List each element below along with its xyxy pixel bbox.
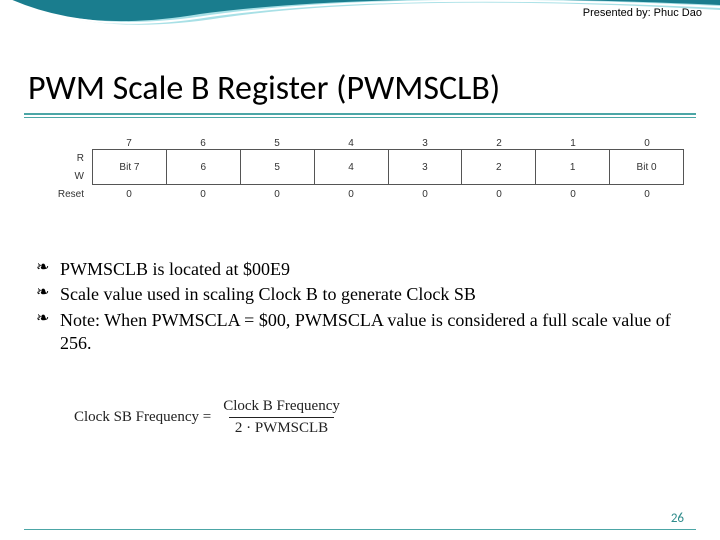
reset-value: 0 (536, 189, 610, 200)
write-label: W (36, 171, 84, 182)
bit-cell: Bit 0 (610, 150, 683, 184)
read-label: R (36, 153, 84, 164)
bit-cell: 3 (389, 150, 463, 184)
reset-row: Reset 0 0 0 0 0 0 0 0 (36, 189, 684, 200)
reset-value: 0 (92, 189, 166, 200)
presenter-text: Presented by: Phuc Dao (583, 7, 702, 19)
bit-number: 3 (388, 138, 462, 149)
reset-label: Reset (36, 189, 92, 200)
footer-line (24, 529, 696, 530)
bullet-item: ❧ Note: When PWMSCLA = $00, PWMSCLA valu… (36, 309, 676, 356)
bullet-text: Scale value used in scaling Clock B to g… (60, 283, 676, 306)
bit-cell: 2 (462, 150, 536, 184)
bit-number-row: 7 6 5 4 3 2 1 0 (92, 138, 684, 149)
formula-fraction: Clock B Frequency 2 · PWMSCLB (217, 398, 346, 437)
bit-cell: Bit 7 (93, 150, 167, 184)
bit-cell: 4 (315, 150, 389, 184)
bit-number: 4 (314, 138, 388, 149)
bit-number: 2 (462, 138, 536, 149)
bit-cell: 1 (536, 150, 610, 184)
bit-number: 5 (240, 138, 314, 149)
reset-value: 0 (388, 189, 462, 200)
register-cells-row: R W Bit 7 6 5 4 3 2 1 Bit 0 (36, 149, 684, 185)
page-title: PWM Scale B Register (PWMSCLB) (28, 68, 500, 109)
title-underline-thin (24, 117, 696, 118)
formula-lhs: Clock SB Frequency = (74, 409, 211, 426)
rw-labels: R W (36, 149, 92, 185)
bullet-item: ❧ PWMSCLB is located at $00E9 (36, 258, 676, 281)
bullet-marker-icon: ❧ (36, 309, 60, 356)
reset-value: 0 (610, 189, 684, 200)
bit-cells: Bit 7 6 5 4 3 2 1 Bit 0 (92, 149, 684, 185)
reset-value: 0 (166, 189, 240, 200)
reset-value: 0 (462, 189, 536, 200)
bullet-list: ❧ PWMSCLB is located at $00E9 ❧ Scale va… (36, 258, 676, 358)
bullet-marker-icon: ❧ (36, 258, 60, 281)
bullet-marker-icon: ❧ (36, 283, 60, 306)
bit-number: 6 (166, 138, 240, 149)
bullet-item: ❧ Scale value used in scaling Clock B to… (36, 283, 676, 306)
bit-cell: 5 (241, 150, 315, 184)
formula: Clock SB Frequency = Clock B Frequency 2… (74, 398, 346, 437)
bullet-text: Note: When PWMSCLA = $00, PWMSCLA value … (60, 309, 676, 356)
register-diagram: 7 6 5 4 3 2 1 0 R W Bit 7 6 5 4 3 2 1 Bi… (36, 138, 684, 200)
reset-values: 0 0 0 0 0 0 0 0 (92, 189, 684, 200)
page-number: 26 (671, 511, 684, 526)
formula-denominator: 2 · PWMSCLB (229, 417, 334, 437)
formula-numerator: Clock B Frequency (217, 398, 346, 417)
bullet-text: PWMSCLB is located at $00E9 (60, 258, 676, 281)
bit-cell: 6 (167, 150, 241, 184)
bit-number: 0 (610, 138, 684, 149)
reset-value: 0 (240, 189, 314, 200)
bit-number: 7 (92, 138, 166, 149)
title-underline-thick (24, 113, 696, 115)
reset-value: 0 (314, 189, 388, 200)
bit-number: 1 (536, 138, 610, 149)
